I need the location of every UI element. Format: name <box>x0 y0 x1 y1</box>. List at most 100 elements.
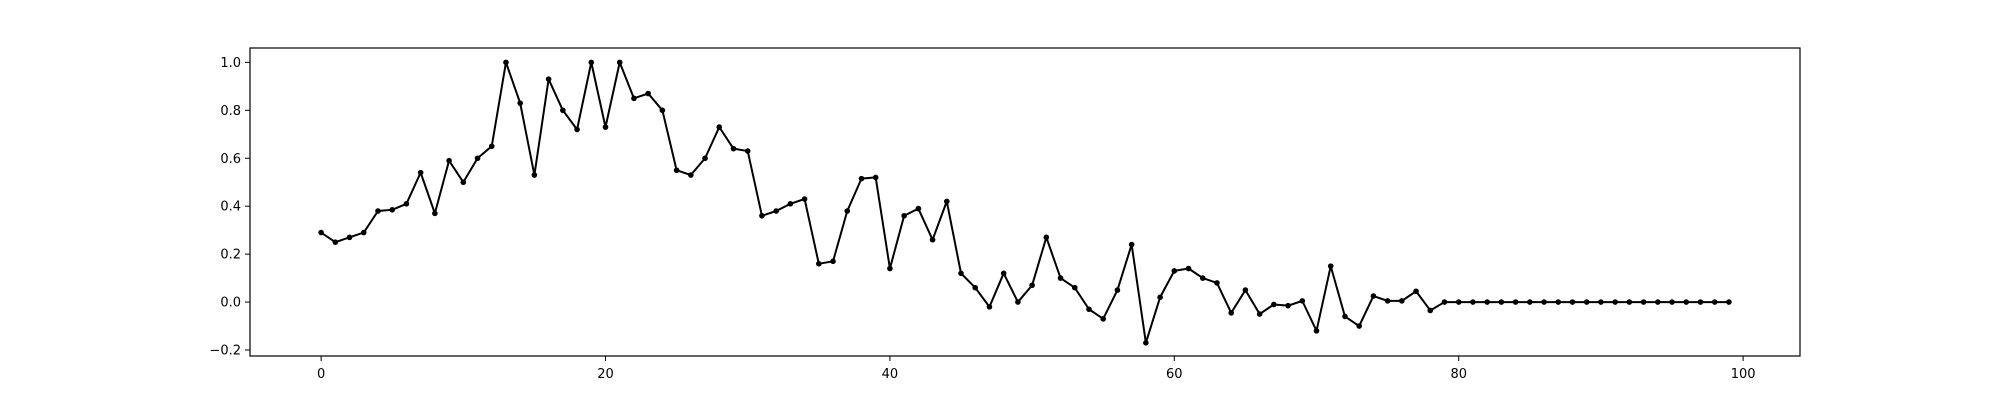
x-tick-label: 80 <box>1450 367 1467 382</box>
data-point <box>574 126 580 133</box>
data-point <box>389 206 396 213</box>
data-point <box>673 167 680 174</box>
x-tick-label: 0 <box>317 367 325 382</box>
data-point <box>858 175 865 182</box>
data-point <box>1271 301 1277 308</box>
series-layer <box>318 59 1732 346</box>
data-point <box>744 148 751 154</box>
data-point <box>1285 302 1291 309</box>
data-point <box>1640 299 1647 305</box>
data-point <box>1128 241 1135 248</box>
y-tick-label: 0.0 <box>220 296 241 311</box>
data-point <box>1086 306 1092 313</box>
y-tick-label: 0.8 <box>220 104 241 119</box>
x-tick-label: 60 <box>1166 367 1183 382</box>
series-line <box>320 61 1729 344</box>
data-point <box>702 155 708 162</box>
data-point <box>1057 275 1064 281</box>
data-point <box>602 124 609 130</box>
data-point <box>1143 340 1149 346</box>
data-point <box>872 174 879 181</box>
data-point <box>730 145 737 152</box>
data-point <box>1498 299 1505 305</box>
x-tick-label: 20 <box>597 367 614 382</box>
data-point <box>1541 299 1547 305</box>
data-point <box>816 260 822 267</box>
data-point <box>531 172 538 178</box>
data-point <box>417 169 424 176</box>
data-point <box>346 234 353 241</box>
data-point <box>1612 299 1618 305</box>
data-point <box>915 205 922 212</box>
data-point <box>1626 299 1633 305</box>
data-point <box>887 265 893 272</box>
data-point <box>403 200 410 207</box>
data-point <box>844 208 851 214</box>
data-point <box>1711 299 1718 305</box>
data-point <box>1697 299 1704 305</box>
data-point <box>432 210 438 217</box>
data-point <box>545 76 552 82</box>
data-point <box>830 258 836 265</box>
data-point <box>1228 310 1234 316</box>
data-point <box>517 100 523 106</box>
data-point <box>1598 299 1604 305</box>
data-point <box>1484 299 1490 305</box>
data-point <box>1427 307 1434 314</box>
data-point <box>773 208 779 214</box>
data-point <box>659 107 666 114</box>
data-point <box>474 155 481 162</box>
data-point <box>488 143 495 150</box>
y-axis: −0.2 0.0 0.2 0.4 0.6 0.8 1.0 <box>209 56 250 359</box>
data-point <box>759 212 765 219</box>
data-point <box>688 172 694 178</box>
data-point <box>360 229 367 236</box>
data-point <box>1199 275 1206 281</box>
data-point <box>616 59 623 66</box>
data-point <box>1555 299 1562 305</box>
x-tick-label: 40 <box>882 367 899 382</box>
data-point <box>375 208 381 214</box>
data-point <box>1327 263 1334 269</box>
data-point <box>588 59 595 66</box>
y-tick-label: 1.0 <box>220 56 241 71</box>
data-point <box>1029 282 1035 289</box>
data-point <box>1313 328 1320 334</box>
data-point <box>787 200 794 207</box>
data-point <box>1171 268 1178 274</box>
data-point <box>332 239 339 245</box>
data-point <box>1512 299 1519 305</box>
data-point <box>716 124 723 130</box>
data-point <box>1370 293 1377 299</box>
x-axis: 0 20 40 60 80 100 <box>317 356 1756 382</box>
data-point <box>1669 299 1675 305</box>
data-point <box>986 304 993 310</box>
data-point <box>1726 299 1732 305</box>
y-tick-label: 0.2 <box>220 248 241 263</box>
data-point <box>1214 280 1220 286</box>
data-point <box>1399 298 1405 304</box>
x-tick-label: 100 <box>1731 367 1756 382</box>
data-point <box>1100 316 1107 322</box>
data-point <box>1455 299 1462 305</box>
data-point <box>1157 294 1163 301</box>
y-tick-label: 0.4 <box>220 200 241 215</box>
data-point <box>1000 270 1007 277</box>
data-point <box>901 212 907 219</box>
data-point <box>1569 299 1576 305</box>
data-point <box>929 236 936 243</box>
data-point <box>1441 299 1448 305</box>
data-point <box>1413 288 1419 295</box>
data-point <box>318 229 324 236</box>
data-point <box>1242 287 1249 293</box>
data-point <box>446 157 452 164</box>
data-point <box>1527 299 1533 305</box>
data-point <box>801 196 808 202</box>
data-point <box>972 284 979 291</box>
data-point <box>645 90 651 97</box>
data-point <box>1114 287 1121 293</box>
data-point <box>1583 299 1590 305</box>
data-point <box>560 107 566 114</box>
data-point <box>503 59 509 66</box>
